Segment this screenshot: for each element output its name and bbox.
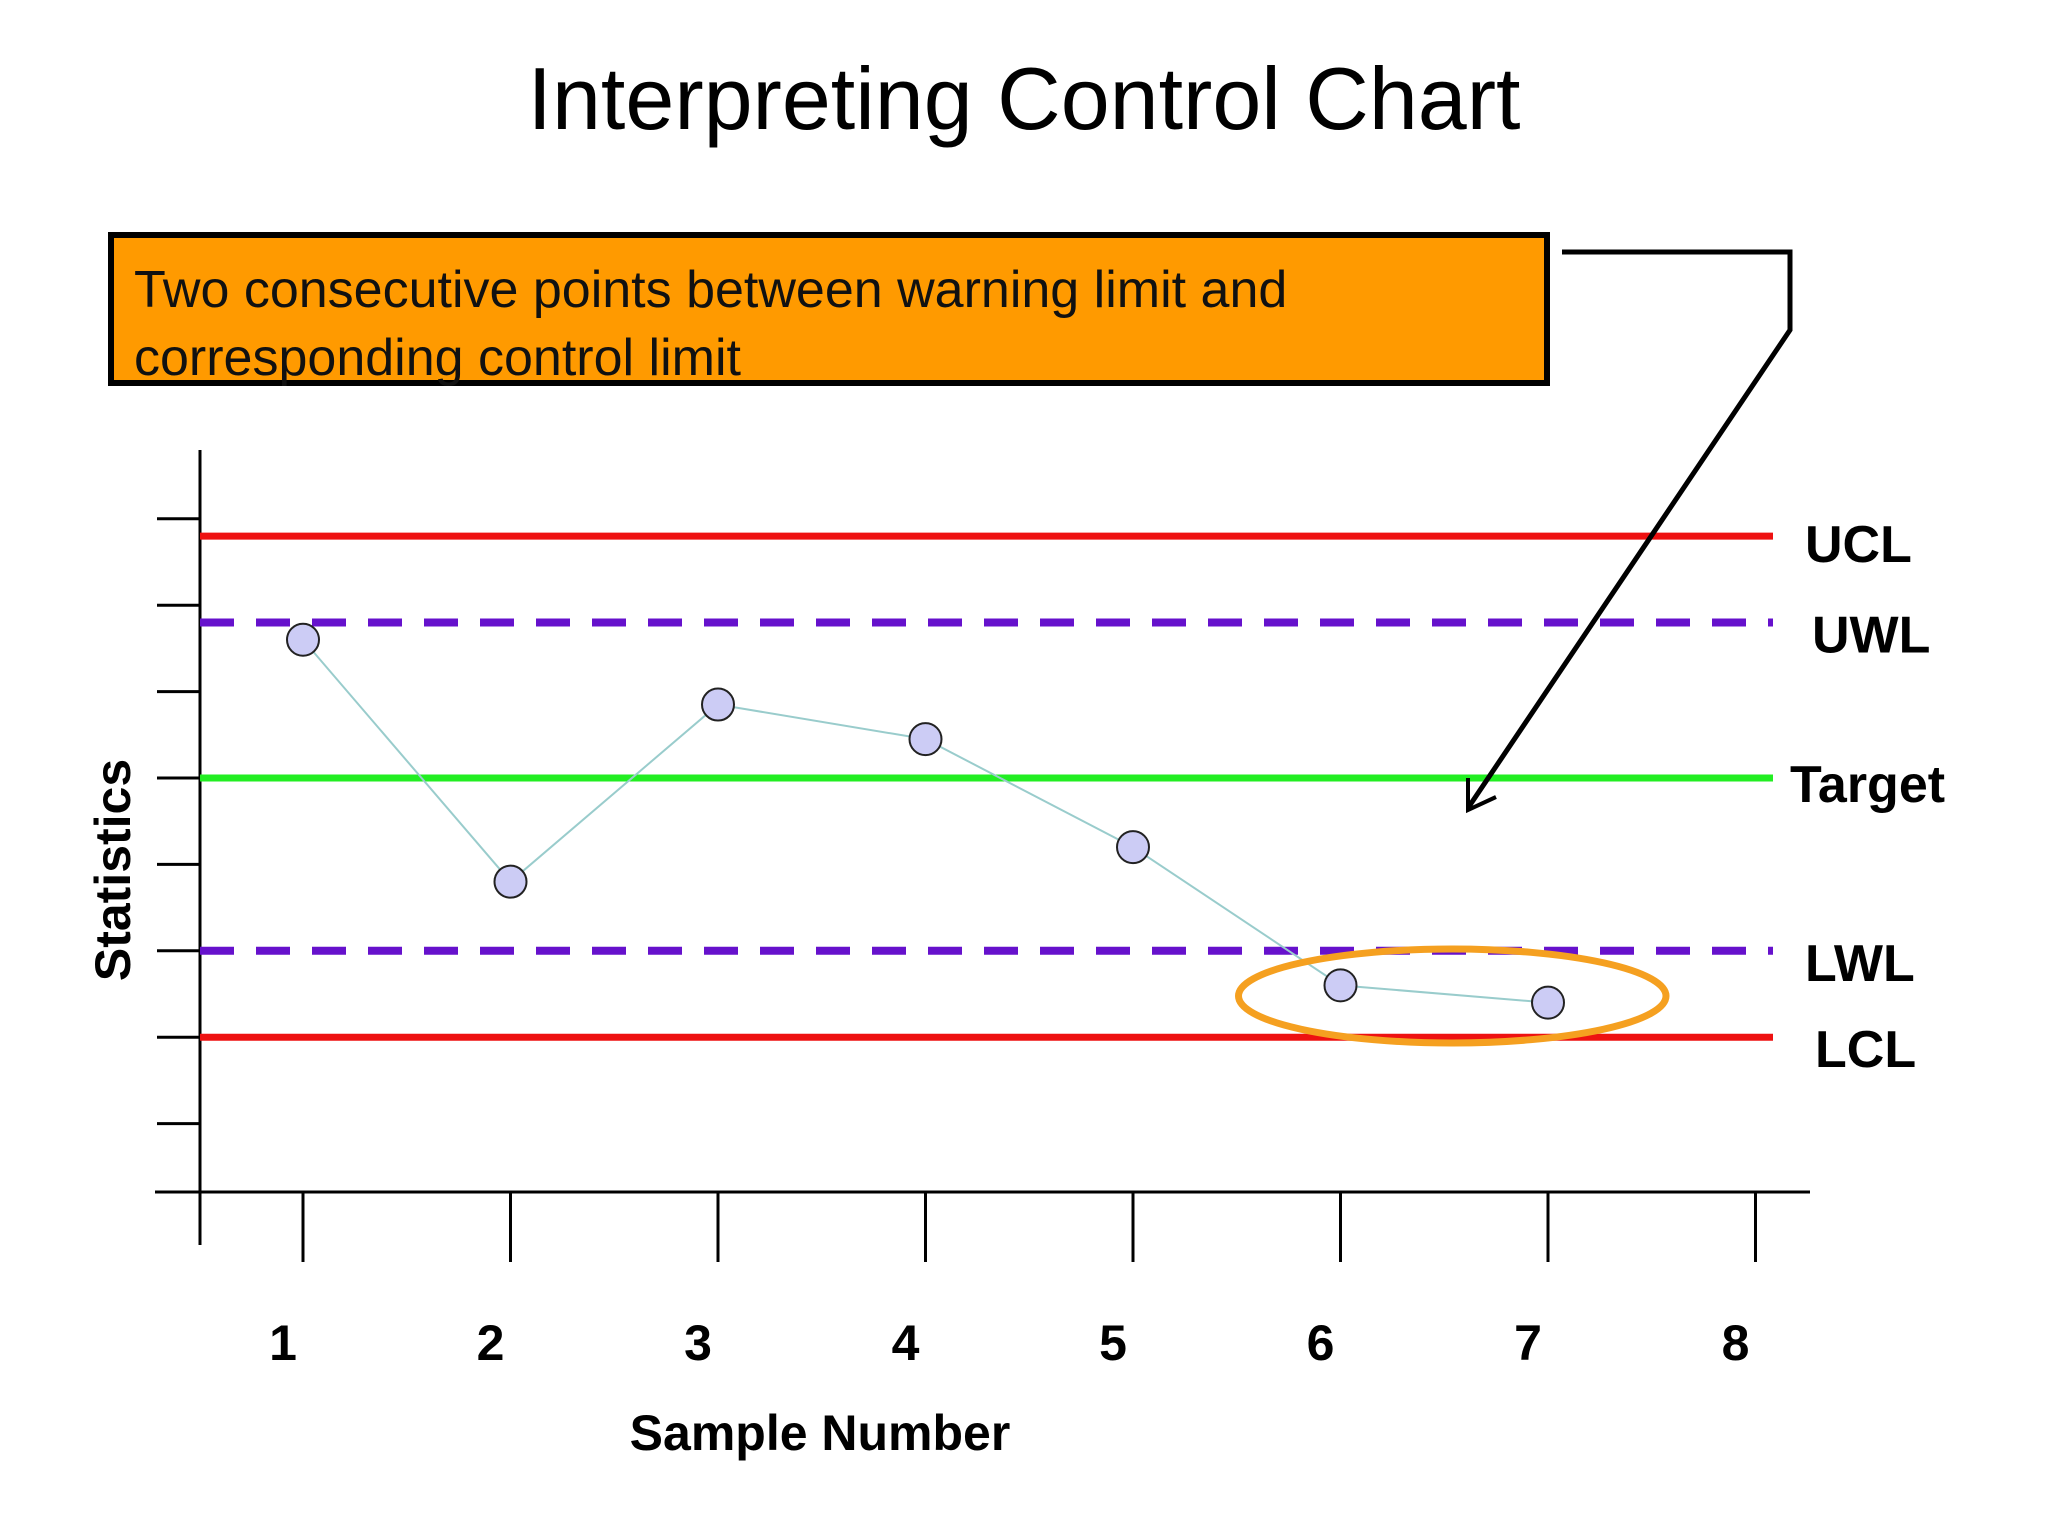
annotations — [1235, 249, 1793, 1047]
reference-label-lwl: LWL — [1805, 935, 1915, 993]
x-tick-label: 3 — [684, 1315, 712, 1371]
reference-label-ucl: UCL — [1805, 516, 1912, 574]
data-point — [1116, 830, 1150, 865]
data-point — [1323, 968, 1358, 1003]
x-tick-label: 7 — [1514, 1315, 1542, 1371]
data-point — [493, 864, 528, 899]
x-tick-label: 2 — [477, 1315, 505, 1371]
reference-label-target: Target — [1790, 756, 1945, 814]
data-point — [286, 622, 320, 657]
callout-box: Two consecutive points between warning l… — [108, 232, 1550, 387]
x-tick-label: 6 — [1307, 1315, 1335, 1371]
data-series — [286, 622, 1565, 1020]
reference-label-lcl: LCL — [1815, 1021, 1916, 1079]
x-tick-label: 5 — [1099, 1315, 1127, 1371]
highlight-ellipse — [1235, 945, 1670, 1047]
x-axis-label: Sample Number — [630, 1405, 1011, 1461]
axes: 1 2 3 4 5 6 7 8 — [155, 450, 1810, 1371]
callout-connector — [1465, 249, 1793, 810]
x-tick-label: 8 — [1722, 1315, 1750, 1371]
arrow-head-icon — [1466, 778, 1497, 814]
reference-lines: UCL UWL Target LWL LCL — [200, 516, 1945, 1079]
page-title: Interpreting Control Chart — [527, 49, 1521, 148]
data-point — [908, 722, 943, 757]
y-axis-label: Statistics — [85, 759, 141, 981]
data-point — [701, 687, 735, 722]
data-point — [1531, 985, 1565, 1020]
x-tick-label: 1 — [269, 1315, 297, 1371]
reference-label-uwl: UWL — [1812, 606, 1930, 664]
x-tick-label: 4 — [892, 1315, 920, 1371]
